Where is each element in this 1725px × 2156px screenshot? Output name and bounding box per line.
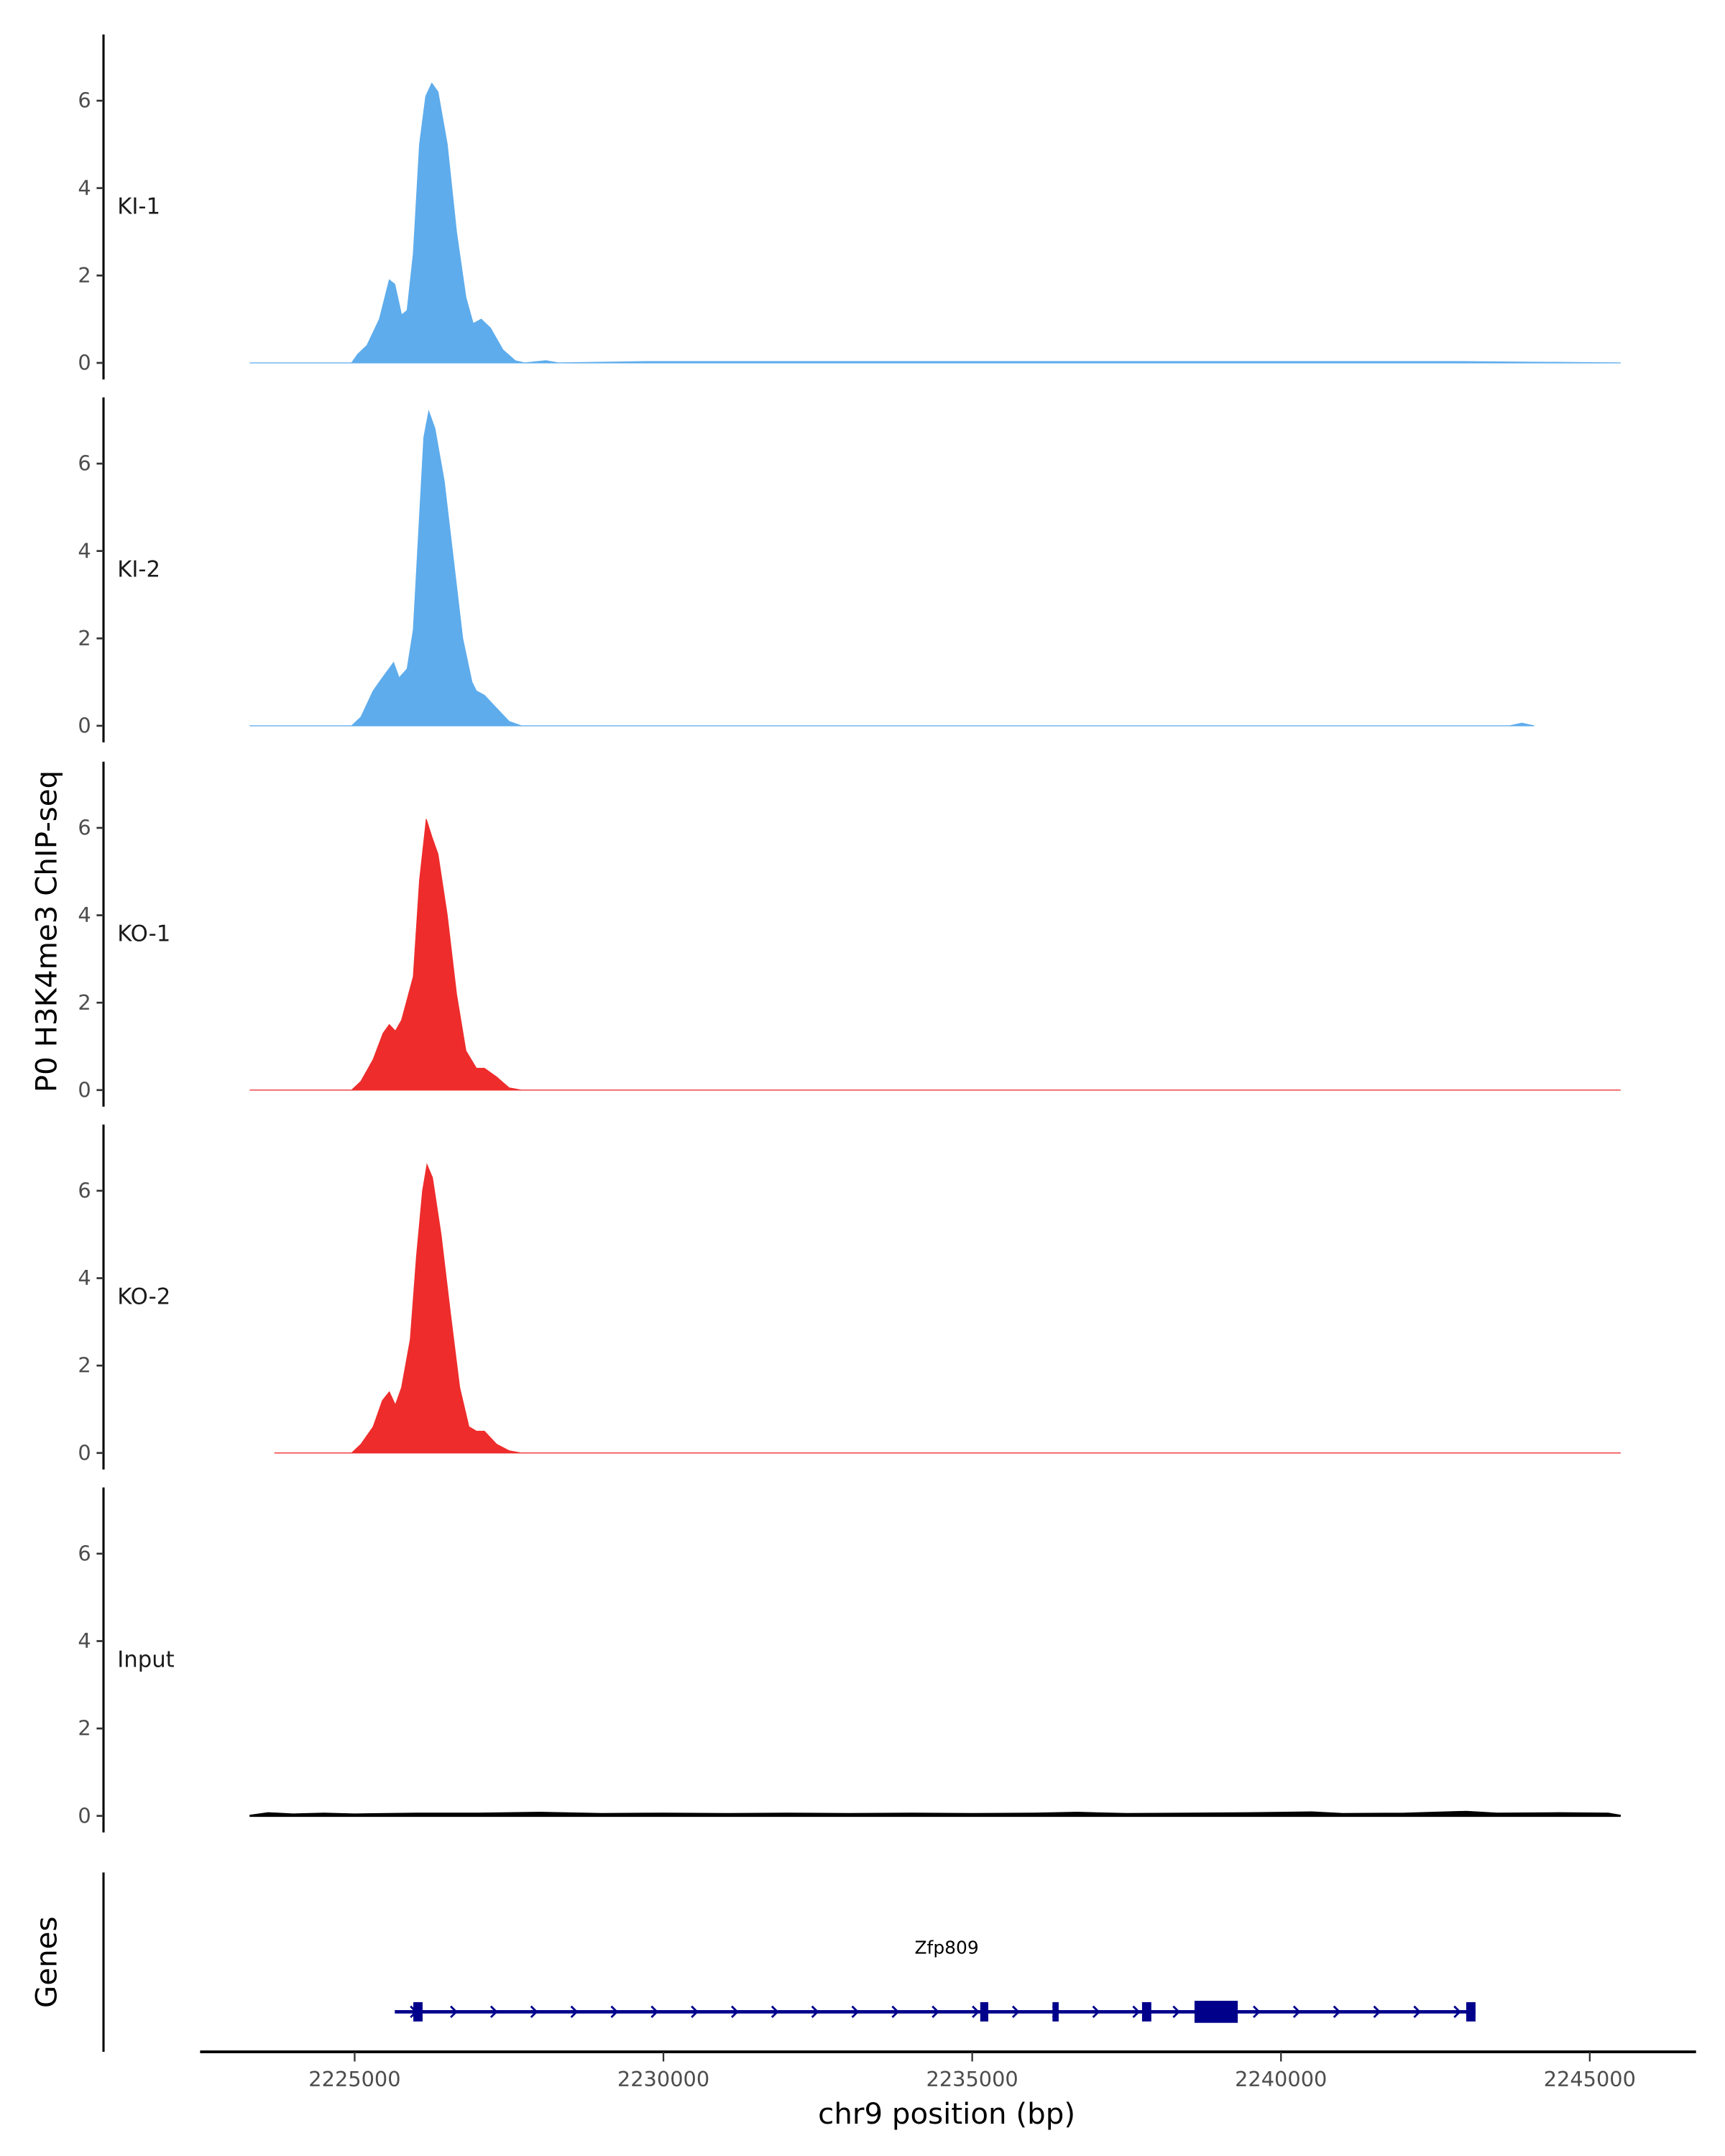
strand-arrow-icon <box>972 2005 980 2019</box>
strand-arrow-icon <box>1453 2005 1461 2019</box>
track-ki-1: 0 2 4 6 KI-1 <box>78 34 1621 379</box>
strand-arrow-icon <box>932 2005 939 2019</box>
y-tick-label: 6 <box>78 451 91 476</box>
strand-arrow-icon <box>1092 2005 1100 2019</box>
strand-arrow-icon <box>1172 2005 1181 2019</box>
track-label: KO-1 <box>117 921 170 946</box>
y-tick-label: 4 <box>78 1628 91 1653</box>
strand-arrow-icon <box>1413 2005 1422 2019</box>
y-tick-label: 0 <box>78 1803 91 1828</box>
y-tick-label: 2 <box>78 990 91 1015</box>
signal-area <box>249 82 1621 364</box>
strand-arrow-icon <box>530 2005 538 2019</box>
y-tick-label: 2 <box>78 1353 91 1378</box>
strand-arrow-icon <box>489 2005 498 2019</box>
strand-arrow-icon <box>1333 2005 1341 2019</box>
y-tick-label: 0 <box>78 351 91 375</box>
strand-arrow-icon <box>450 2005 458 2019</box>
strand-arrow-icon <box>730 2005 739 2019</box>
track-label: KI-1 <box>117 194 160 220</box>
gene-label: Zfp809 <box>914 1938 978 1958</box>
strand-arrow-icon <box>770 2005 779 2019</box>
strand-arrow-icon <box>570 2005 579 2019</box>
strand-arrow-icon <box>1132 2005 1141 2019</box>
signal-area <box>249 409 1535 727</box>
y-axis-title: P0 H3K4me3 ChIP-seq <box>30 770 64 1092</box>
strand-arrow-icon <box>1373 2005 1381 2019</box>
strand-arrow-icon <box>1253 2005 1261 2019</box>
gene-exon <box>1194 2001 1238 2023</box>
track-input: 0 2 4 6 Input <box>78 1487 1622 1833</box>
strand-arrow-icon <box>650 2005 659 2019</box>
gene-zfp809: Zfp809 <box>395 1938 1476 2023</box>
x-tick-label: 2240000 <box>1235 2067 1327 2091</box>
strand-arrow-icon <box>1011 2005 1020 2019</box>
y-tick-label: 4 <box>78 538 91 563</box>
gene-exon <box>1052 2001 1059 2022</box>
track-ki-2: 0 2 4 6 KI-2 <box>78 397 1535 742</box>
strand-arrow-icon <box>811 2005 819 2019</box>
y-tick-label: 0 <box>78 1077 91 1102</box>
gene-exon <box>1141 2001 1151 2022</box>
track-label: Input <box>117 1646 175 1672</box>
y-tick-label: 4 <box>78 1266 91 1290</box>
genes-track-title: Genes <box>30 1917 64 2008</box>
y-tick-label: 0 <box>78 1440 91 1465</box>
y-tick-label: 2 <box>78 626 91 650</box>
y-tick-label: 6 <box>78 88 91 113</box>
y-tick-label: 4 <box>78 903 91 927</box>
y-tick-label: 6 <box>78 1541 91 1565</box>
x-axis-title: chr9 position (bp) <box>818 2097 1075 2131</box>
y-tick-label: 2 <box>78 263 91 287</box>
track-ko-2: 0 2 4 6 KO-2 <box>78 1124 1621 1470</box>
x-tick-label: 2245000 <box>1544 2067 1636 2091</box>
strand-arrow-icon <box>851 2005 860 2019</box>
track-label: KI-2 <box>117 557 160 583</box>
strand-arrow-icon <box>891 2005 900 2019</box>
y-tick-label: 6 <box>78 1179 91 1203</box>
gene-exon <box>980 2001 988 2022</box>
signal-area <box>249 1810 1622 1818</box>
track-label: KO-2 <box>117 1284 170 1309</box>
y-tick-label: 4 <box>78 175 91 200</box>
strand-arrow-icon <box>1292 2005 1301 2019</box>
strand-arrow-icon <box>610 2005 619 2019</box>
y-tick-label: 2 <box>78 1716 91 1741</box>
x-tick-label: 2235000 <box>926 2067 1018 2091</box>
gene-exon <box>413 2001 423 2022</box>
signal-area <box>249 819 1621 1091</box>
signal-area <box>274 1163 1621 1454</box>
strand-arrow-icon <box>691 2005 699 2019</box>
track-ko-1: 0 2 4 6 KO-1 <box>78 761 1621 1107</box>
x-tick-label: 2225000 <box>308 2067 400 2091</box>
gene-exon <box>1466 2001 1476 2022</box>
y-tick-label: 6 <box>78 816 91 840</box>
y-tick-label: 0 <box>78 714 91 738</box>
x-tick-label: 2230000 <box>617 2067 709 2091</box>
